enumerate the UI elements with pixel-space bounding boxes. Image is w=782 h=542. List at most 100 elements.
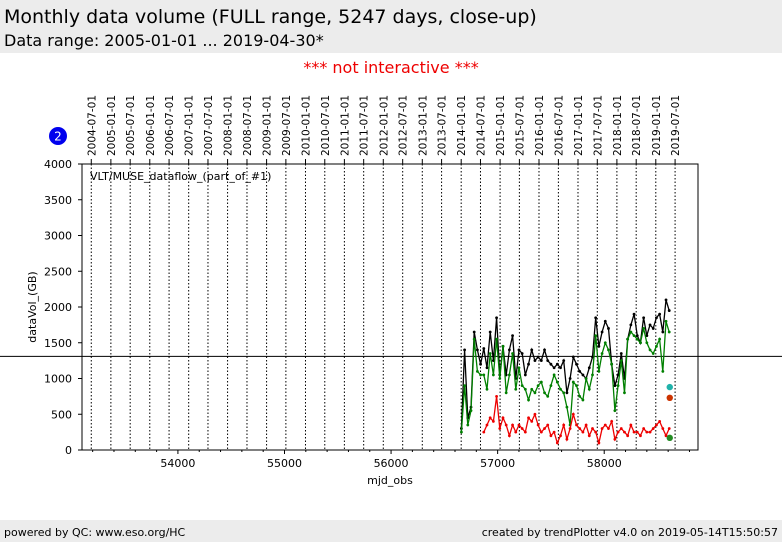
series-point xyxy=(520,352,524,355)
series-point xyxy=(658,420,662,423)
series-line-0 xyxy=(460,299,670,429)
series-point xyxy=(555,441,559,445)
series-point xyxy=(507,373,511,377)
series-point xyxy=(661,427,665,430)
series-point xyxy=(562,423,566,427)
series-point xyxy=(664,319,668,323)
series-point xyxy=(475,369,479,373)
series-point xyxy=(543,427,546,430)
series-point xyxy=(584,377,588,380)
series-point xyxy=(504,423,508,427)
x-tick-label: 57000 xyxy=(480,457,515,470)
top-axis-date-label: 2019-07-01 xyxy=(670,95,682,156)
series-point xyxy=(511,423,514,427)
series-point xyxy=(581,398,585,402)
series-point xyxy=(559,366,562,370)
series-point xyxy=(539,430,543,434)
series-point xyxy=(530,420,534,423)
x-axis-label: mjd_obs xyxy=(367,474,413,487)
series-point xyxy=(635,337,639,341)
top-axis-date-label: 2013-01-01 xyxy=(417,95,429,156)
series-point xyxy=(546,359,550,363)
series-point xyxy=(517,423,521,427)
series-point xyxy=(562,359,566,363)
series-point xyxy=(591,373,594,377)
series-point xyxy=(482,430,486,434)
series-point xyxy=(571,355,575,359)
series-point xyxy=(517,366,521,370)
top-axis-date-label: 2009-01-01 xyxy=(262,95,274,156)
series-point xyxy=(555,380,559,384)
series-point xyxy=(552,373,556,377)
series-point xyxy=(539,359,543,363)
page-badge xyxy=(49,127,67,145)
series-point xyxy=(667,309,671,312)
top-axis-date-label: 2004-07-01 xyxy=(86,95,98,156)
series-point xyxy=(639,434,642,438)
series-point xyxy=(642,316,646,320)
series-point xyxy=(581,430,585,434)
top-axis-date-label: 2016-07-01 xyxy=(553,95,565,156)
series-point xyxy=(664,298,668,302)
y-tick-label: 4000 xyxy=(44,158,72,171)
chart-annotation: VLT/MUSE_dataflow_(part_of_#1) xyxy=(90,170,271,183)
series-point xyxy=(651,327,655,330)
series-point xyxy=(591,427,594,430)
series-point xyxy=(616,384,620,388)
series-point xyxy=(549,434,553,438)
series-point xyxy=(530,348,534,352)
series-point xyxy=(575,423,578,427)
y-tick-label: 1500 xyxy=(44,337,72,350)
series-point xyxy=(562,391,566,395)
series-point xyxy=(639,341,642,345)
series-point xyxy=(587,366,591,370)
top-axis-date-label: 2012-07-01 xyxy=(398,95,410,156)
y-tick-label: 3500 xyxy=(44,194,72,207)
series-point xyxy=(607,348,610,352)
top-axis-date-label: 2018-07-01 xyxy=(631,95,643,156)
series-point xyxy=(600,427,604,430)
x-tick-label: 55000 xyxy=(267,457,302,470)
series-point xyxy=(488,330,492,334)
series-point xyxy=(536,423,540,427)
y-tick-label: 0 xyxy=(65,444,72,457)
series-point xyxy=(479,362,482,366)
not-interactive-notice: *** not interactive *** xyxy=(303,58,479,77)
series-point xyxy=(523,430,527,434)
footer-created: created by trendPlotter v4.0 on 2019-05-… xyxy=(481,526,778,539)
endpoint-marker xyxy=(666,434,673,442)
series-point xyxy=(501,344,505,348)
series-point xyxy=(629,423,633,427)
series-point xyxy=(626,434,630,438)
series-point xyxy=(491,373,495,377)
series-point xyxy=(578,394,582,398)
series-point xyxy=(549,362,553,366)
series-point xyxy=(632,430,636,434)
series-point xyxy=(607,327,610,330)
series-point xyxy=(619,359,623,363)
series-point xyxy=(603,423,607,427)
series-point xyxy=(495,394,498,398)
series-point xyxy=(527,416,530,420)
series-point xyxy=(536,384,540,388)
top-axis-date-label: 2015-01-01 xyxy=(495,95,507,156)
series-point xyxy=(655,423,658,427)
series-point xyxy=(578,369,582,373)
header-bar: Monthly data volume (FULL range, 5247 da… xyxy=(0,0,782,53)
top-axis-date-label: 2011-01-01 xyxy=(339,95,351,156)
series-point xyxy=(565,391,569,395)
series-point xyxy=(549,384,553,388)
series-point xyxy=(667,330,671,334)
top-axis-date-label: 2014-01-01 xyxy=(456,95,468,156)
series-point xyxy=(460,430,463,434)
series-point xyxy=(488,352,492,355)
footer-credit: powered by QC: www.eso.org/HC xyxy=(4,526,186,539)
series-point xyxy=(587,434,591,438)
y-tick-label: 2500 xyxy=(44,265,72,278)
top-axis-date-label: 2005-07-01 xyxy=(125,95,137,156)
series-point xyxy=(648,348,652,352)
series-point xyxy=(600,352,604,355)
top-axis-date-label: 2017-01-01 xyxy=(573,95,585,156)
series-point xyxy=(655,316,658,320)
series-point xyxy=(533,359,537,363)
